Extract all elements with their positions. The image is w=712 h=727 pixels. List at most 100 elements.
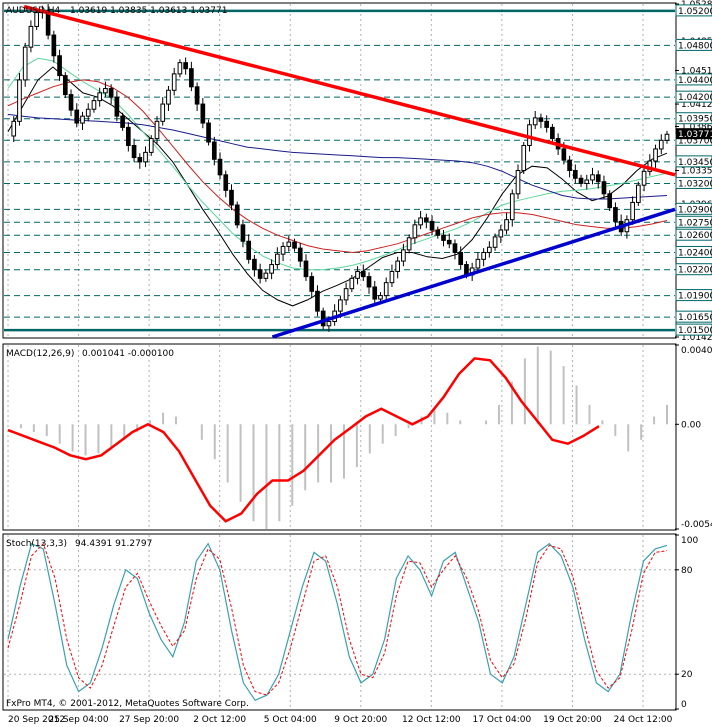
candle-bear bbox=[544, 120, 549, 128]
candle-bull bbox=[475, 258, 481, 269]
candle-bull bbox=[154, 120, 160, 140]
candle-bull bbox=[658, 139, 664, 150]
candle-bear bbox=[114, 96, 120, 117]
trendlines[interactable] bbox=[23, 4, 676, 339]
candles bbox=[11, 4, 670, 332]
stoch-values: 94.4391 91.2797 bbox=[75, 539, 152, 549]
candle-bull bbox=[378, 295, 383, 300]
time-tick-label: 27 Sep 20:00 bbox=[119, 715, 179, 725]
candle-bear bbox=[57, 55, 62, 77]
price-tick-label: 1.01420 bbox=[681, 333, 712, 343]
candle-bull bbox=[286, 241, 292, 247]
candle-bull bbox=[395, 260, 401, 272]
stoch-axis: 100 80 20 0 bbox=[675, 534, 698, 710]
level-label-box bbox=[675, 4, 712, 17]
candle-bear bbox=[108, 88, 114, 98]
time-tick-label: 5 Oct 04:00 bbox=[264, 715, 317, 725]
candle-bull bbox=[85, 108, 91, 117]
level-label-box bbox=[675, 155, 712, 168]
candle-bull bbox=[509, 193, 515, 221]
copyright-text: FxPro MT4, © 2001-2012, MetaQuotes Softw… bbox=[6, 699, 249, 709]
macd-panel[interactable]: MACD(12,26,9) 0.001041 -0.000100 0.00409… bbox=[2, 343, 712, 531]
candle-bull bbox=[166, 89, 171, 105]
candle-bear bbox=[223, 174, 229, 191]
candle-bull bbox=[355, 270, 360, 279]
moving-average-4 bbox=[7, 113, 668, 200]
macd-tick-label: 0.00 bbox=[681, 420, 701, 430]
support-trendline[interactable] bbox=[271, 207, 676, 339]
level-label: 1.02400 bbox=[678, 248, 712, 258]
stoch-panel[interactable]: Stoch(13,3,3) 94.4391 91.2797 FxPro MT4,… bbox=[2, 533, 698, 711]
candle-bear bbox=[120, 115, 125, 128]
candle-bear bbox=[252, 258, 257, 271]
stoch-main-line bbox=[7, 542, 668, 702]
level-label: 1.04400 bbox=[678, 76, 712, 86]
candle-bull bbox=[34, 12, 39, 27]
candle-bear bbox=[613, 207, 618, 222]
stoch-grid bbox=[7, 535, 644, 709]
macd-values: 0.001041 -0.000100 bbox=[82, 349, 174, 359]
candle-bear bbox=[309, 276, 315, 292]
candle-bear bbox=[234, 204, 240, 226]
candle-bear bbox=[538, 117, 544, 122]
stoch-tick-label: 100 bbox=[681, 536, 698, 546]
candle-bear bbox=[429, 220, 435, 231]
candle-bull bbox=[143, 151, 148, 163]
candle-bear bbox=[441, 234, 446, 241]
candle-bull bbox=[664, 133, 670, 141]
candle-bear bbox=[240, 224, 246, 242]
candle-bull bbox=[383, 282, 389, 297]
price-axis: 1.052801.048501.045101.041201.038601.033… bbox=[675, 0, 712, 343]
candle-bull bbox=[412, 224, 418, 239]
stoch-signal-line bbox=[7, 542, 668, 696]
resistance-trendline[interactable] bbox=[23, 4, 676, 177]
current-price-box bbox=[676, 128, 712, 140]
price-tick-label: 1.03860 bbox=[681, 123, 712, 133]
candle-bull bbox=[498, 229, 504, 238]
candle-bull bbox=[636, 184, 641, 203]
candle-bear bbox=[137, 157, 143, 163]
candle-bear bbox=[211, 141, 217, 160]
level-label: 1.05200 bbox=[678, 7, 712, 17]
level-label-box bbox=[675, 263, 712, 276]
candle-bull bbox=[418, 217, 423, 226]
candle-bull bbox=[521, 144, 527, 172]
macd-signal bbox=[7, 357, 600, 523]
candle-bear bbox=[435, 229, 441, 236]
candle-bull bbox=[22, 46, 28, 81]
stoch-tick-label: 0 bbox=[681, 700, 687, 710]
candle-bull bbox=[504, 219, 509, 231]
candle-bear bbox=[126, 126, 131, 146]
candle-bear bbox=[246, 240, 252, 260]
candle-bear bbox=[229, 189, 234, 206]
price-panel[interactable]: AUDUSD,H4 1.03619 1.03835 1.03613 1.0377… bbox=[2, 0, 712, 343]
price-tick-label: 1.03350 bbox=[681, 167, 712, 177]
candle-bull bbox=[103, 88, 108, 94]
level-label-box bbox=[675, 245, 712, 258]
candle-bull bbox=[269, 264, 274, 274]
candle-bull bbox=[11, 120, 17, 137]
macd-grid bbox=[7, 345, 644, 529]
candle-bear bbox=[578, 177, 584, 184]
candle-bull bbox=[532, 117, 538, 126]
candle-bull bbox=[338, 299, 343, 312]
candle-bull bbox=[487, 246, 492, 253]
candle-bear bbox=[607, 193, 613, 209]
moving-average-3 bbox=[7, 79, 668, 254]
candle-bear bbox=[366, 276, 372, 288]
level-label-box bbox=[675, 228, 712, 241]
price-tick-label: 1.04120 bbox=[681, 100, 712, 110]
level-label: 1.03700 bbox=[678, 136, 712, 146]
level-label-box bbox=[675, 289, 712, 302]
candle-bull bbox=[653, 148, 658, 162]
candle-bull bbox=[171, 73, 177, 91]
level-label: 1.02750 bbox=[678, 218, 712, 228]
macd-title: MACD(12,26,9) bbox=[6, 349, 74, 359]
candle-bull bbox=[80, 115, 85, 124]
candle-bull bbox=[389, 270, 395, 284]
candle-bear bbox=[320, 310, 326, 327]
time-tick-label: 9 Oct 20:00 bbox=[334, 715, 387, 725]
stoch-lines bbox=[4, 542, 675, 702]
